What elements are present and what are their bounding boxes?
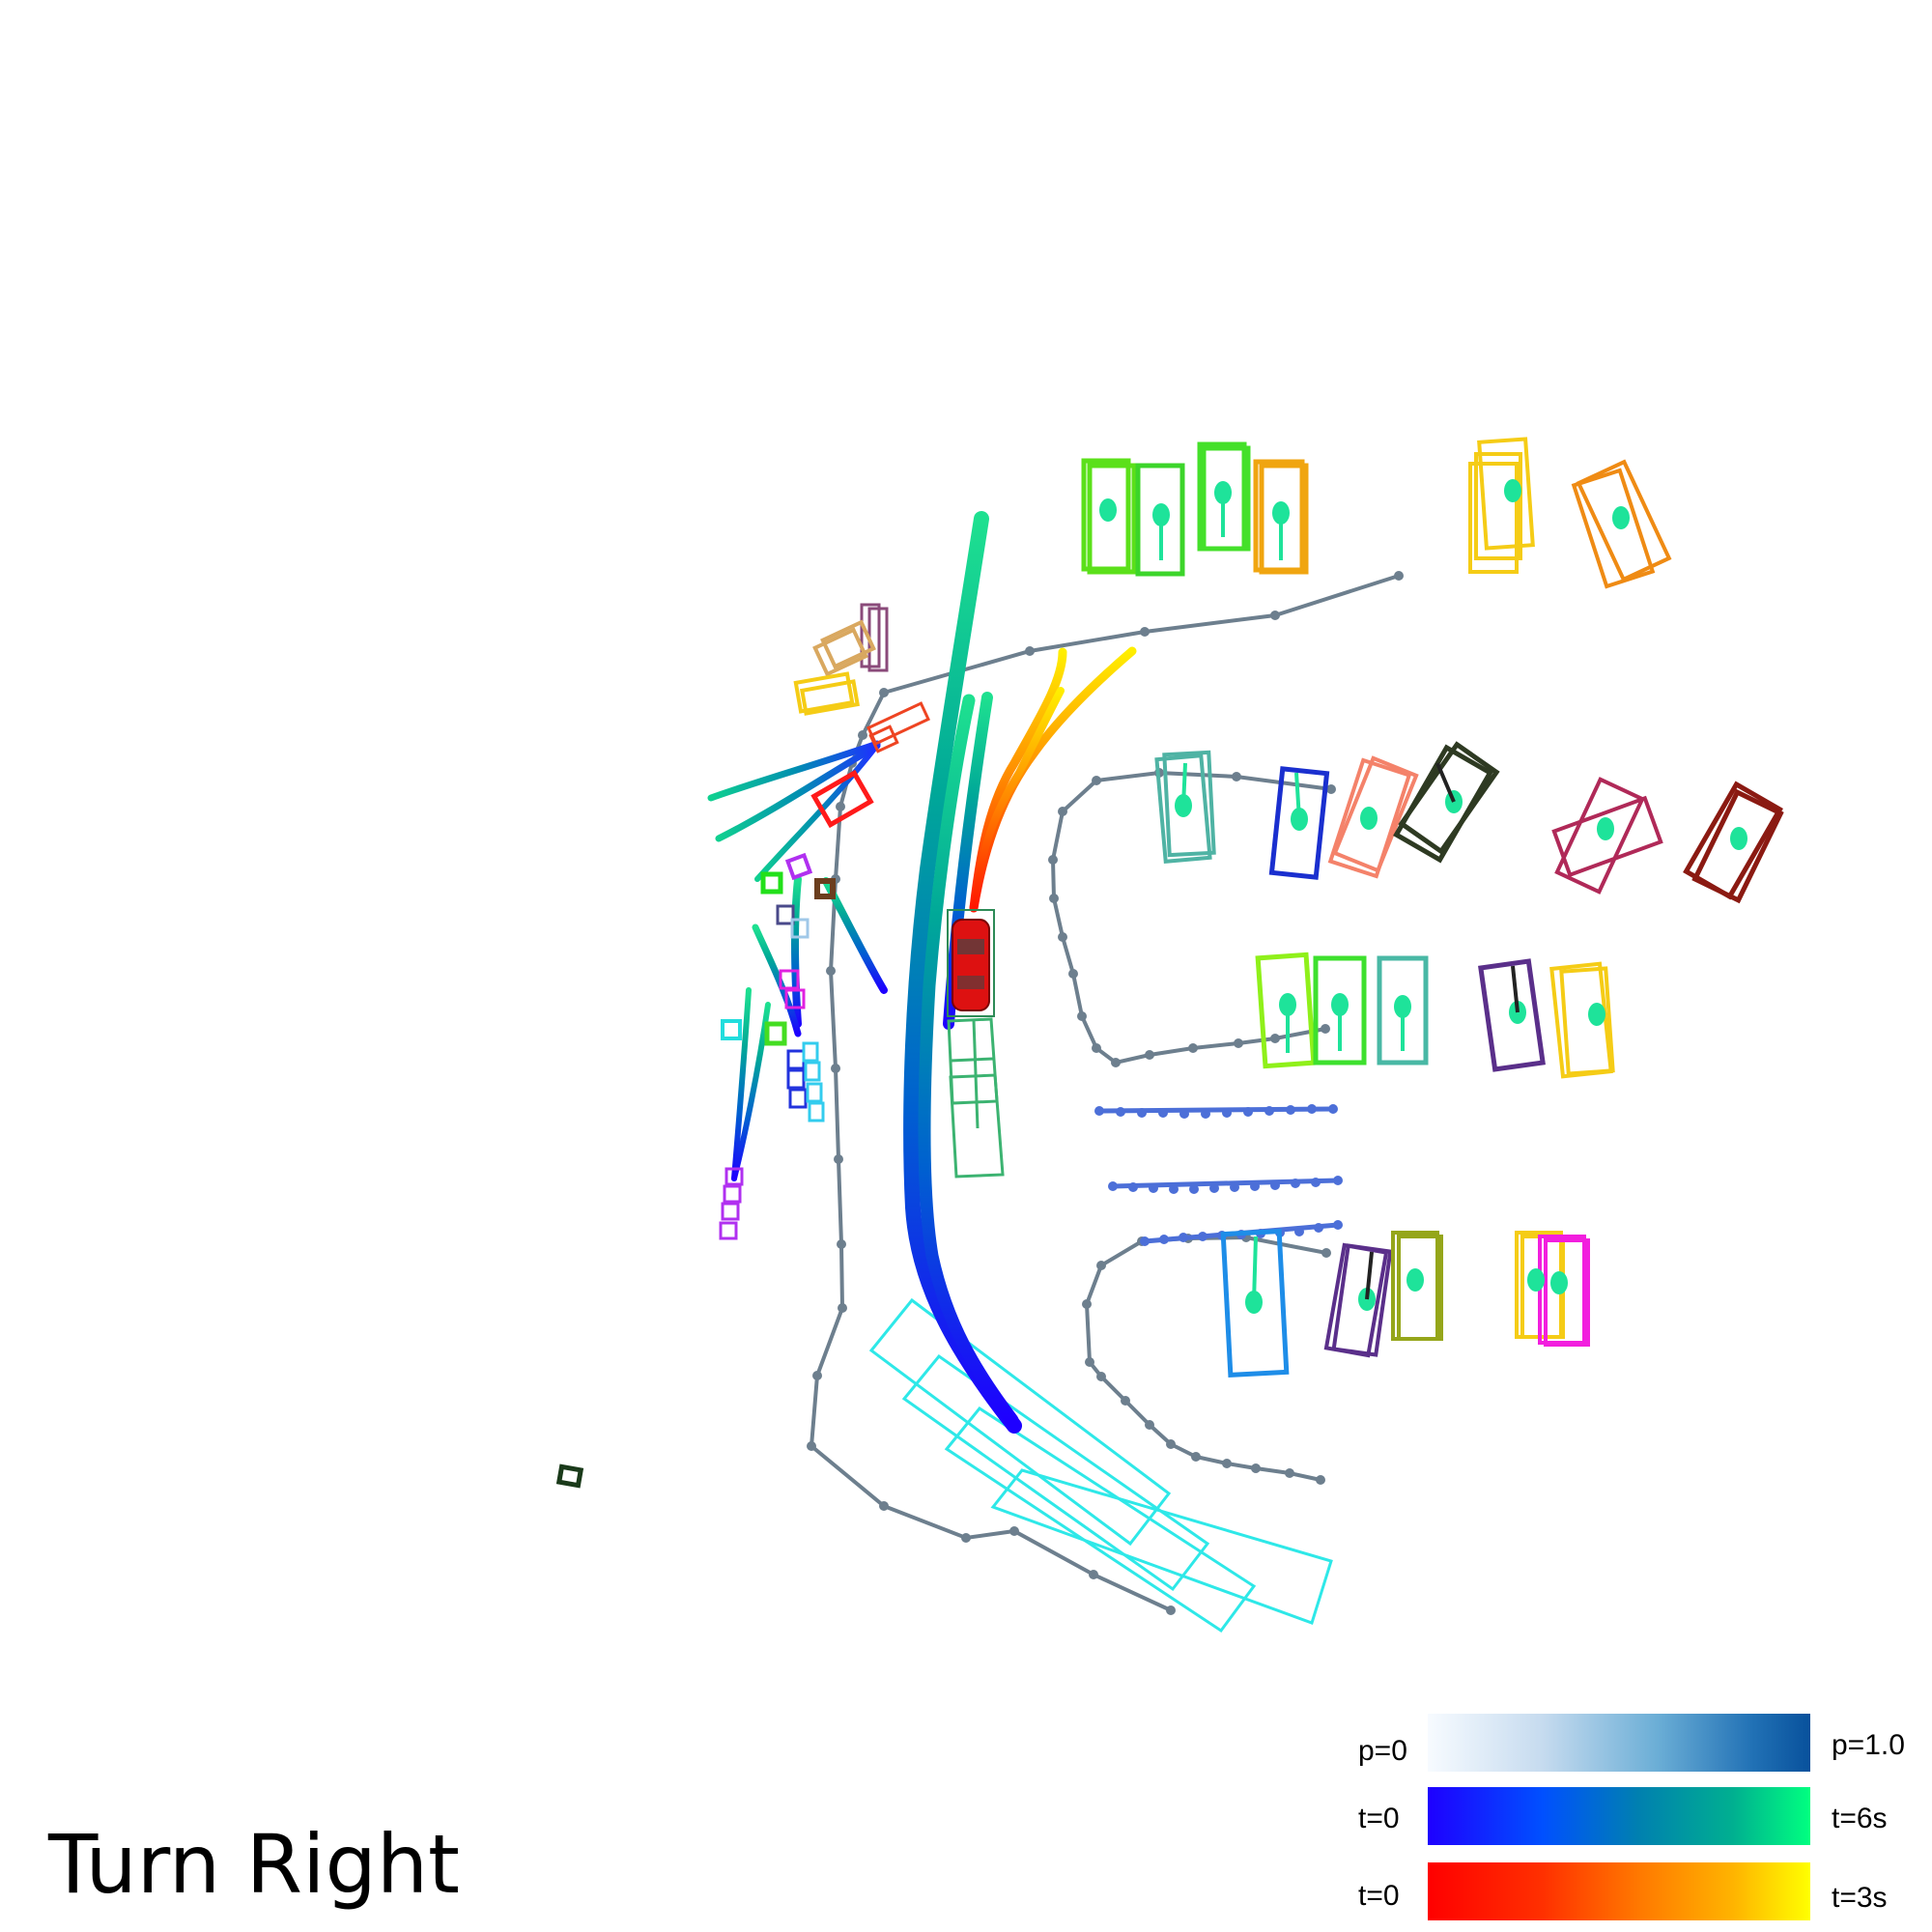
maneuver-title: Turn Right (48, 1817, 460, 1912)
road-boundary-nodes (807, 571, 1404, 1615)
agent-cyan-small (721, 1019, 742, 1040)
left-agent-trajectory-5 (791, 875, 802, 1028)
vehicle-top-1 (1081, 458, 1137, 575)
agent-headings-dark (1365, 762, 1520, 1300)
left-agent-trajectory-1 (707, 740, 881, 802)
legend-probability-max: p=1.0 (1832, 1729, 1905, 1761)
agent-violet-stack (719, 1167, 744, 1240)
vehicle-top-3 (1197, 441, 1251, 552)
legend-probability-min: p=0 (1358, 1735, 1407, 1767)
legend-prediction-min: t=0 (1358, 1803, 1400, 1834)
vehicle-row3-2 (1313, 955, 1367, 1065)
vehicle-bot-1 (1220, 1228, 1290, 1378)
vehicle-top-4 (1253, 459, 1309, 575)
vehicle-row3-5 (1549, 961, 1615, 1079)
ego-vehicle (947, 909, 995, 1017)
agent-green-small (760, 871, 783, 895)
plan-trajectories (969, 646, 1137, 913)
agent-brown-small (814, 878, 836, 899)
road-boundary-outer (809, 574, 1400, 1612)
cyclist-group-brown (860, 603, 889, 672)
agent-lightblue-small (790, 918, 810, 939)
main-prediction-trajectory (903, 511, 1022, 1434)
road-boundary-lower (1084, 1235, 1327, 1482)
cyclist-group-tan (812, 619, 876, 677)
vehicle-mid-1 (1154, 750, 1216, 864)
legend-prediction-bar (1428, 1787, 1810, 1845)
legend-probability-bar (1428, 1714, 1810, 1772)
road-boundaries (809, 574, 1400, 1612)
legend-prediction-max: t=6s (1832, 1803, 1888, 1834)
cyclist-group-yellow (793, 671, 860, 716)
vehicle-top-2 (1135, 463, 1185, 577)
legend-plan-max: t=3s (1832, 1882, 1888, 1914)
vehicle-mid-3 (1327, 755, 1419, 879)
vehicle-mid-6 (1683, 781, 1784, 904)
left-agent-trajectory-2 (715, 742, 881, 842)
vehicle-row3-1 (1255, 952, 1317, 1069)
main-prediction-trajectory-2 (918, 694, 1019, 1427)
vehicle-top-6 (1571, 459, 1672, 589)
legend-plan-min: t=0 (1358, 1880, 1400, 1912)
agent-lime-small (764, 1021, 787, 1046)
agent-magenta-stack (779, 969, 806, 1009)
left-agent-trajectory-7 (731, 987, 752, 1181)
vehicle-mid-2 (1268, 766, 1330, 880)
agent-red-car (810, 769, 874, 829)
vehicle-bot-3 (1391, 1231, 1443, 1341)
vehicle-row3-4 (1478, 958, 1546, 1072)
ego-plan-trajectory-3 (970, 687, 1065, 912)
truck-boxes (868, 1297, 1333, 1634)
vehicle-mid-4 (1393, 741, 1500, 864)
agent-cyan-stack (802, 1041, 825, 1122)
vehicle-bot-2 (1323, 1242, 1393, 1358)
vehicle-top-5 (1468, 437, 1535, 574)
left-agent-trajectory-3 (754, 746, 877, 882)
agent-purple-small (784, 852, 813, 881)
vehicle-mid-5 (1551, 777, 1663, 895)
legend-plan-bar (1428, 1862, 1810, 1920)
agent-red-small (867, 701, 930, 753)
vehicle-row3-3 (1377, 955, 1429, 1065)
left-agent-trajectory-8 (731, 1002, 771, 1181)
ego-future-boxes (947, 1017, 1005, 1179)
crosswalks (1094, 1104, 1343, 1246)
agent-dark-isolated (555, 1463, 584, 1489)
agent-headings (1159, 493, 1405, 1303)
agent-slate-small (776, 904, 795, 925)
small-agents (555, 603, 930, 1489)
